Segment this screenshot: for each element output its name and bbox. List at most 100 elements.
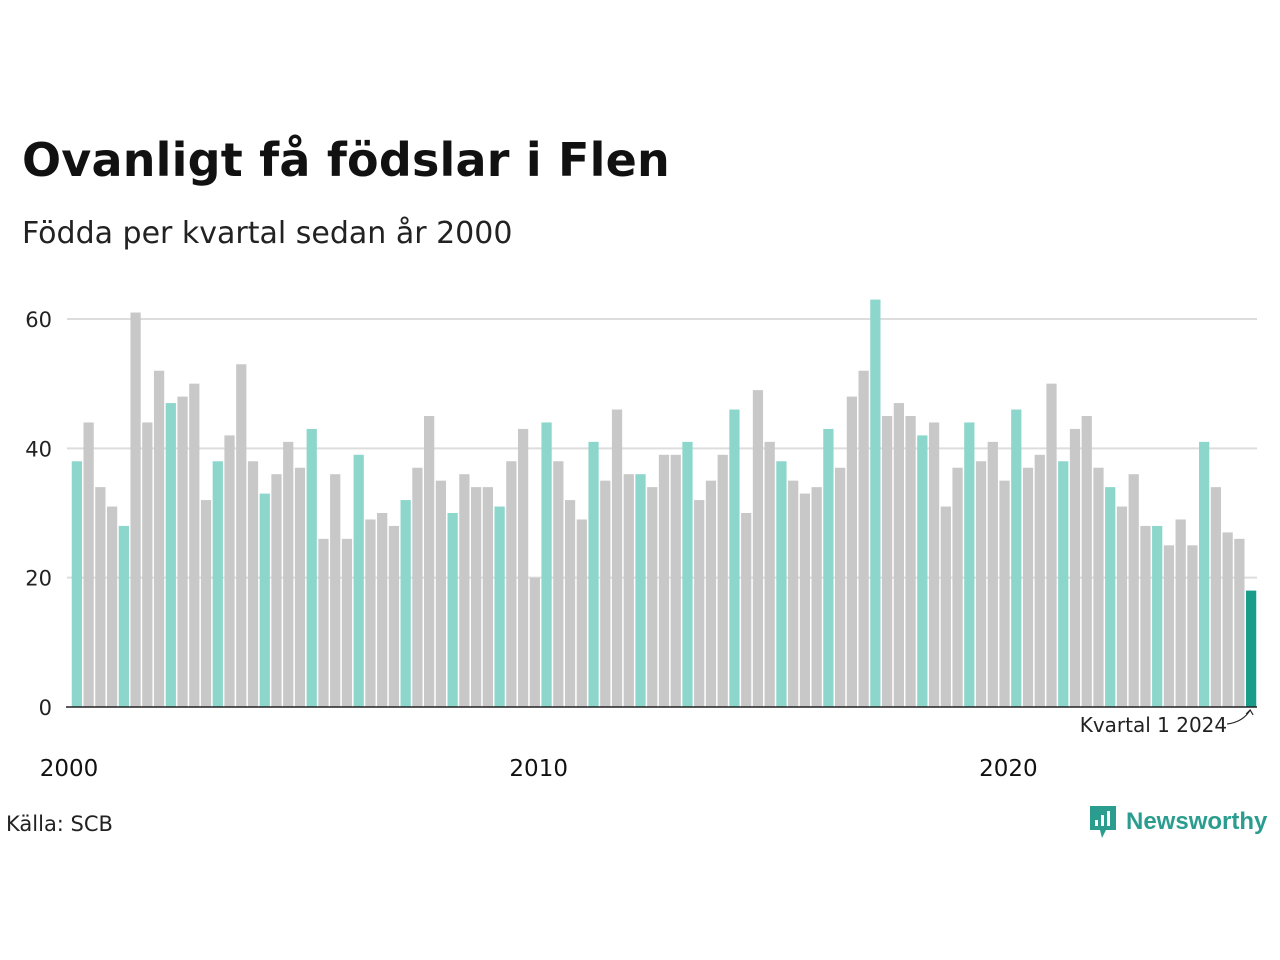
bar — [283, 441, 294, 707]
bar — [1046, 383, 1057, 707]
bar — [999, 480, 1010, 707]
bar — [682, 441, 693, 707]
bar — [588, 441, 599, 707]
x-tick-label: 2010 — [509, 756, 568, 782]
x-tick-label: 2000 — [40, 756, 99, 782]
bar — [118, 525, 129, 707]
bar — [1175, 519, 1186, 707]
bar — [447, 513, 458, 707]
bar — [1081, 416, 1092, 707]
bar — [365, 519, 376, 707]
bar — [1058, 461, 1069, 707]
y-tick-label: 20 — [25, 567, 52, 591]
bar — [541, 422, 552, 707]
bar — [776, 461, 787, 707]
bar — [435, 480, 447, 707]
bar — [153, 370, 165, 707]
bar — [729, 409, 740, 707]
bar — [142, 422, 153, 707]
bar — [412, 467, 423, 707]
bar — [881, 416, 893, 707]
bar — [576, 519, 587, 707]
annotation-label: Kvartal 1 2024 — [1080, 713, 1227, 737]
x-axis-tick-labels: 2000 2010 2020 — [40, 756, 1038, 782]
bar — [1105, 487, 1116, 707]
bar — [517, 428, 529, 707]
bar — [858, 370, 869, 707]
bar — [341, 538, 353, 707]
bar — [1199, 441, 1210, 707]
bar — [377, 513, 388, 707]
bar — [1022, 467, 1034, 707]
bar — [564, 500, 576, 707]
bar — [177, 396, 188, 707]
bar — [271, 474, 282, 707]
bar — [846, 396, 858, 707]
bar — [424, 416, 435, 707]
bar — [788, 480, 799, 707]
bar — [764, 441, 775, 707]
bar — [470, 487, 482, 707]
bar — [400, 500, 411, 707]
bar — [71, 461, 82, 707]
bar — [1152, 525, 1163, 707]
bar — [952, 467, 963, 707]
bar — [694, 500, 705, 707]
bar — [623, 474, 634, 707]
bar — [506, 461, 517, 707]
annotation-arrow — [1227, 709, 1254, 725]
bar-chart: 0 20 40 60 2000 2010 2020 Kvartal 1 2024 — [25, 299, 1257, 782]
bar — [388, 525, 400, 707]
bar — [611, 409, 623, 707]
bar — [318, 538, 329, 707]
bar — [1163, 545, 1175, 707]
bar — [106, 506, 118, 707]
bar — [635, 474, 646, 707]
bar — [482, 487, 493, 707]
bar — [1187, 545, 1198, 707]
brand-name: Newsworthy — [1126, 808, 1268, 835]
bar — [224, 435, 235, 707]
y-tick-label: 0 — [39, 696, 52, 720]
source-note: Källa: SCB — [6, 812, 113, 836]
y-tick-label: 60 — [25, 308, 52, 332]
bar — [83, 422, 94, 707]
bar — [1234, 538, 1245, 707]
bar — [1222, 532, 1233, 707]
bar — [835, 467, 846, 707]
bar — [1140, 525, 1151, 707]
bar — [1128, 474, 1139, 707]
y-axis-tick-labels: 0 20 40 60 — [25, 308, 52, 720]
bar — [917, 435, 928, 707]
bar — [905, 416, 916, 707]
bar — [870, 299, 881, 707]
bar — [494, 506, 505, 707]
bar — [752, 390, 764, 707]
bar — [529, 577, 540, 707]
bars — [71, 299, 1257, 707]
bar — [1210, 487, 1222, 707]
bar — [306, 428, 317, 707]
newsworthy-logo-icon — [1090, 806, 1116, 838]
bar — [212, 461, 223, 707]
bar — [670, 454, 681, 707]
bar — [130, 312, 141, 707]
bar — [294, 467, 306, 707]
bar — [975, 461, 987, 707]
bar — [165, 403, 176, 707]
bar — [259, 493, 270, 707]
bar — [236, 364, 247, 707]
bar — [459, 474, 470, 707]
bar — [200, 500, 212, 707]
bar — [717, 454, 728, 707]
chart-subtitle: Födda per kvartal sedan år 2000 — [22, 216, 513, 251]
bar — [1116, 506, 1128, 707]
bar — [1034, 454, 1045, 707]
bar — [987, 441, 998, 707]
bar — [940, 506, 951, 707]
annotation: Kvartal 1 2024 — [1080, 709, 1254, 737]
bar — [553, 461, 564, 707]
bar — [189, 383, 200, 707]
bar — [823, 428, 834, 707]
bar — [647, 487, 658, 707]
